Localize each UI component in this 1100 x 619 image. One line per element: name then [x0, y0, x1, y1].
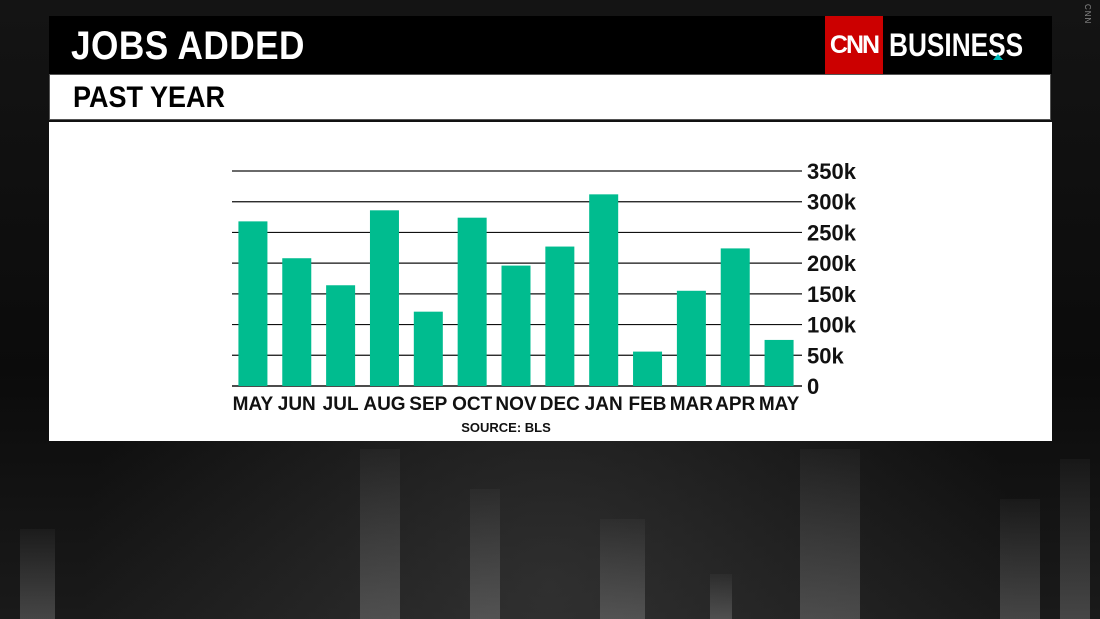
title-bar: JOBS ADDED CNN BUSINESS — [49, 16, 1052, 74]
x-tick-label: APR — [715, 394, 755, 415]
bar-oct-5 — [457, 217, 487, 386]
x-tick-label: NOV — [495, 394, 537, 415]
y-tick-label: 50k — [807, 343, 844, 368]
business-brand-text: BUSINESS — [889, 27, 1024, 63]
x-tick-label: JUL — [323, 394, 359, 415]
y-tick-label: 0 — [807, 374, 819, 399]
chart-panel: 0 50k 100k 150k 200k 250k 300k 350k MAY JUN JUL AU… — [49, 122, 1052, 441]
background-column — [1000, 499, 1040, 619]
x-tick-label: AUG — [363, 394, 405, 415]
y-tick-label: 200k — [807, 251, 857, 276]
bar-may-12 — [764, 339, 794, 386]
source-label: SOURCE: BLS — [461, 420, 551, 435]
chart-subtitle: PAST YEAR — [73, 81, 226, 114]
bar-feb-9 — [633, 351, 663, 386]
x-tick-label: MAY — [759, 394, 800, 415]
x-tick-label: MAR — [670, 394, 714, 415]
x-tick-label: MAY — [233, 394, 274, 415]
subtitle-bar: PAST YEAR — [49, 74, 1051, 120]
y-tick-label: 150k — [807, 282, 857, 307]
cnn-logo: CNN — [825, 16, 883, 74]
bar-jan-8 — [589, 194, 619, 386]
bar-aug-3 — [369, 210, 399, 386]
y-tick-label: 350k — [807, 159, 857, 184]
x-tick-label: DEC — [540, 394, 580, 415]
bar-dec-7 — [545, 246, 575, 386]
bar-mar-10 — [676, 290, 706, 386]
bar-jul-2 — [326, 285, 356, 386]
x-tick-label: OCT — [452, 394, 493, 415]
x-tick-label: SEP — [409, 394, 447, 415]
y-tick-label: 100k — [807, 313, 857, 338]
bar-jun-1 — [282, 258, 312, 386]
x-tick-label: JUN — [278, 394, 316, 415]
y-axis-ticks: 0 50k 100k 150k 200k 250k 300k 350k — [807, 159, 857, 399]
background-column — [360, 449, 400, 619]
bar-sep-4 — [413, 311, 443, 386]
background-column — [20, 529, 55, 619]
x-axis-ticks: MAY JUN JUL AUG SEP OCT NOV DEC JAN FEB MAR APR MAY — [233, 394, 800, 415]
y-tick-label: 300k — [807, 190, 857, 215]
brand-triangle-icon — [993, 54, 1003, 60]
bar-apr-11 — [720, 248, 750, 386]
y-tick-label: 250k — [807, 220, 857, 245]
x-tick-label: FEB — [629, 394, 667, 415]
network-watermark: CNN — [1083, 4, 1092, 25]
x-tick-label: JAN — [585, 394, 623, 415]
chart-title: JOBS ADDED — [71, 24, 305, 68]
background-column — [710, 574, 732, 619]
bar-may-0 — [238, 221, 268, 386]
bar-nov-6 — [501, 265, 531, 386]
background-column — [1060, 459, 1090, 619]
background-column — [600, 519, 645, 619]
background-column — [470, 489, 500, 619]
bars-layer — [238, 194, 794, 386]
background-column — [800, 449, 860, 619]
